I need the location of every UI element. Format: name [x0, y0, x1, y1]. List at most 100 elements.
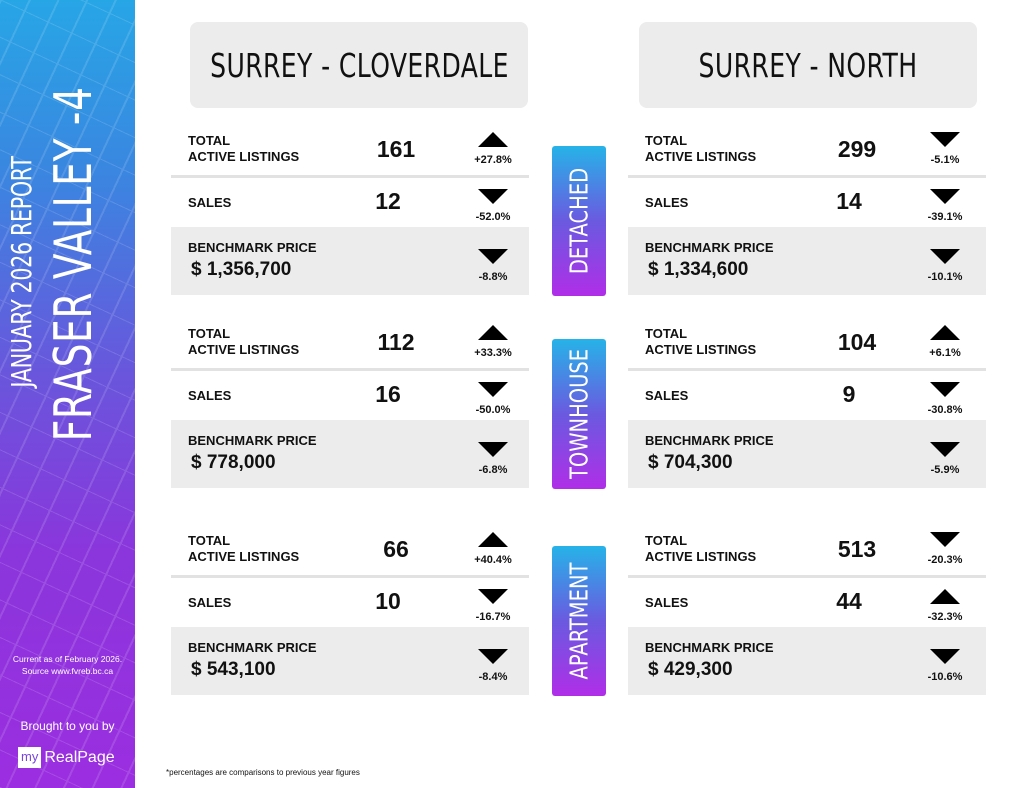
change-percent: -50.0%: [475, 404, 511, 416]
label-total: TOTAL: [645, 326, 688, 341]
change-indicator: +27.8%: [458, 132, 528, 166]
right-area-title: SURREY - NORTH: [698, 45, 918, 85]
active-listings-label: TOTAL ACTIVE LISTINGS: [188, 533, 299, 565]
label-active-listings: ACTIVE LISTINGS: [645, 149, 757, 164]
sidebar-banner: JANUARY 2026 REPORT FRASER VALLEY -4 Cur…: [0, 0, 135, 788]
triangle-up-icon: [478, 132, 508, 147]
triangle-up-icon: [478, 325, 508, 340]
sales-row: SALES 9 -30.8%: [628, 372, 986, 418]
triangle-down-icon: [478, 589, 508, 604]
triangle-up-icon: [930, 325, 960, 340]
label-active-listings: ACTIVE LISTINGS: [188, 342, 300, 357]
logo-my: my: [18, 747, 42, 768]
change-percent: -5.9%: [930, 464, 960, 476]
sales-row: SALES 12 -52.0%: [171, 179, 529, 225]
change-indicator: -8.4%: [458, 649, 528, 683]
change-percent: -5.1%: [930, 154, 960, 166]
change-percent: -6.8%: [478, 464, 508, 476]
change-indicator: +33.3%: [458, 325, 528, 359]
change-indicator: -10.1%: [910, 249, 980, 283]
background-photo-texture: [0, 0, 135, 788]
sales-row: SALES 16 -50.0%: [171, 372, 529, 418]
myrealpage-logo: my RealPage: [18, 747, 115, 768]
change-percent: +33.3%: [474, 347, 512, 359]
label-active-listings: ACTIVE LISTINGS: [645, 549, 757, 564]
report-title: JANUARY 2026 REPORT: [5, 156, 38, 388]
active-listings-row: TOTAL ACTIVE LISTINGS 161 +27.8%: [171, 128, 529, 174]
change-percent: -20.3%: [927, 554, 963, 566]
active-listings-label: TOTAL ACTIVE LISTINGS: [645, 533, 756, 565]
sales-value: 10: [375, 588, 401, 614]
active-listings-value: 513: [837, 536, 877, 562]
change-indicator: +6.1%: [910, 325, 980, 359]
change-percent: -32.3%: [927, 611, 963, 623]
change-indicator: -20.3%: [910, 532, 980, 566]
triangle-up-icon: [478, 532, 508, 547]
label-total: TOTAL: [188, 326, 231, 341]
row-divider: [628, 368, 986, 371]
change-indicator: -39.1%: [910, 189, 980, 223]
benchmark-price-label: BENCHMARK PRICE: [188, 240, 317, 255]
sales-label: SALES: [188, 388, 232, 403]
row-divider: [171, 368, 529, 371]
change-indicator: +40.4%: [458, 532, 528, 566]
region-title: FRASER VALLEY -4: [44, 86, 104, 442]
active-listings-value: 104: [837, 329, 877, 355]
left-area-header: SURREY - CLOVERDALE: [190, 22, 528, 108]
label-total: TOTAL: [188, 133, 231, 148]
change-percent: -8.8%: [478, 271, 508, 283]
change-percent: -52.0%: [475, 211, 511, 223]
active-listings-row: TOTAL ACTIVE LISTINGS 513 -20.3%: [628, 528, 986, 574]
triangle-down-icon: [930, 132, 960, 147]
sales-label: SALES: [645, 195, 689, 210]
active-listings-label: TOTAL ACTIVE LISTINGS: [188, 133, 299, 165]
label-active-listings: ACTIVE LISTINGS: [188, 549, 300, 564]
category-detached: DETACHED: [552, 146, 606, 296]
active-listings-row: TOTAL ACTIVE LISTINGS 104 +6.1%: [628, 321, 986, 367]
sales-value: 16: [375, 381, 401, 407]
benchmark-price-row: BENCHMARK PRICE $ 429,300 -10.6%: [628, 627, 986, 695]
benchmark-price-value: $ 778,000: [191, 452, 276, 473]
triangle-down-icon: [478, 649, 508, 664]
change-percent: +6.1%: [929, 347, 961, 359]
triangle-down-icon: [930, 249, 960, 264]
triangle-down-icon: [478, 442, 508, 457]
sales-label: SALES: [645, 388, 689, 403]
active-listings-row: TOTAL ACTIVE LISTINGS 66 +40.4%: [171, 528, 529, 574]
label-total: TOTAL: [188, 533, 231, 548]
triangle-up-icon: [930, 589, 960, 604]
benchmark-price-label: BENCHMARK PRICE: [645, 240, 774, 255]
category-apartment: APARTMENT: [552, 546, 606, 696]
source-note: Current as of February 2026. Source www.…: [0, 653, 135, 677]
change-indicator: -50.0%: [458, 382, 528, 416]
change-indicator: -10.6%: [910, 649, 980, 683]
change-indicator: -8.8%: [458, 249, 528, 283]
benchmark-price-value: $ 1,334,600: [648, 259, 749, 280]
change-percent: -10.6%: [927, 671, 963, 683]
sales-value: 12: [375, 188, 401, 214]
benchmark-price-row: BENCHMARK PRICE $ 704,300 -5.9%: [628, 420, 986, 488]
benchmark-price-value: $ 1,356,700: [191, 259, 292, 280]
category-townhouse: TOWNHOUSE: [552, 339, 606, 489]
triangle-down-icon: [478, 249, 508, 264]
benchmark-price-row: BENCHMARK PRICE $ 1,356,700 -8.8%: [171, 227, 529, 295]
triangle-down-icon: [930, 532, 960, 547]
footnote: *percentages are comparisons to previous…: [166, 768, 360, 777]
label-total: TOTAL: [645, 133, 688, 148]
sales-row: SALES 44 -32.3%: [628, 579, 986, 625]
change-percent: +27.8%: [474, 154, 512, 166]
benchmark-price-row: BENCHMARK PRICE $ 543,100 -8.4%: [171, 627, 529, 695]
label-active-listings: ACTIVE LISTINGS: [188, 149, 300, 164]
triangle-down-icon: [930, 382, 960, 397]
sales-row: SALES 10 -16.7%: [171, 579, 529, 625]
triangle-down-icon: [478, 189, 508, 204]
label-total: TOTAL: [645, 533, 688, 548]
change-percent: -16.7%: [475, 611, 511, 623]
row-divider: [171, 575, 529, 578]
change-percent: -39.1%: [927, 211, 963, 223]
sales-label: SALES: [188, 595, 232, 610]
triangle-down-icon: [930, 189, 960, 204]
active-listings-value: 299: [837, 136, 877, 162]
row-divider: [628, 575, 986, 578]
active-listings-row: TOTAL ACTIVE LISTINGS 112 +33.3%: [171, 321, 529, 367]
